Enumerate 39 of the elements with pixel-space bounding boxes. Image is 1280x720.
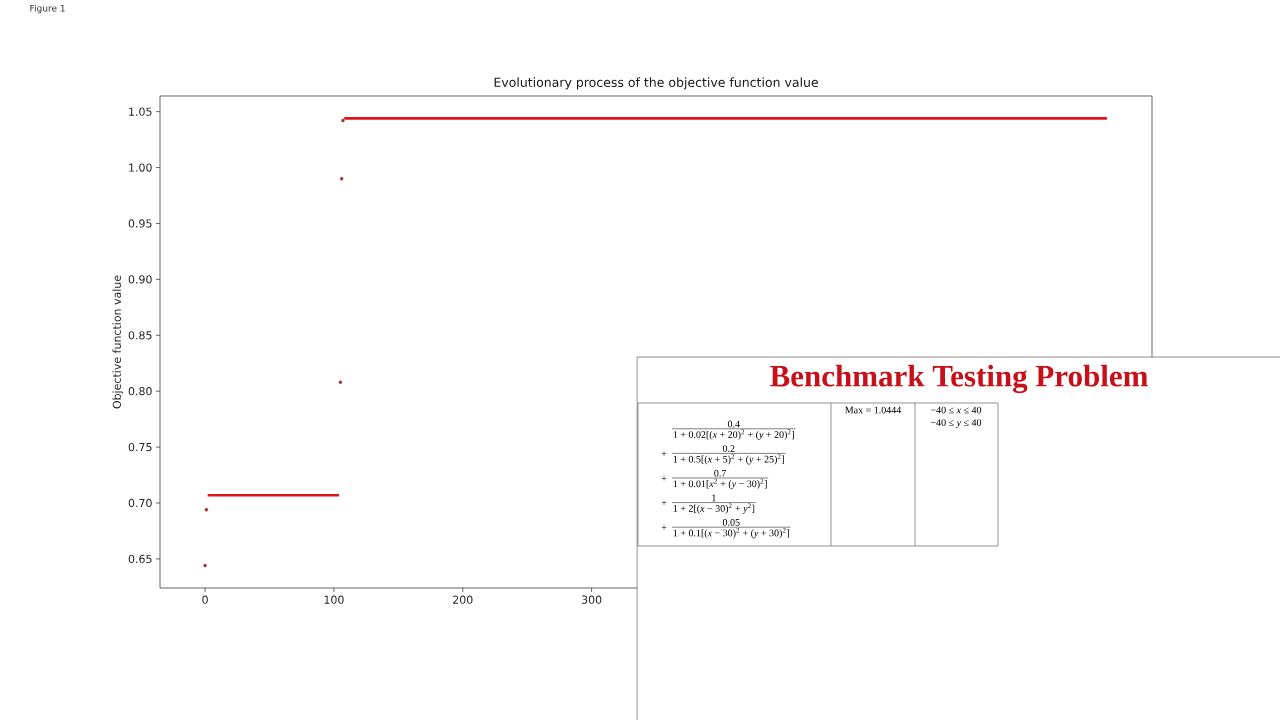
annotation: −40 ≤ y ≤ 40: [930, 419, 982, 428]
annotation: 0.2: [722, 445, 735, 452]
annotation: 1: [712, 494, 716, 502]
y-tick-label: 0.95: [128, 219, 152, 228]
text: Benchmark Testing Problem: [770, 364, 1148, 394]
chart-title: Evolutionary process of the objective function value: [494, 77, 818, 90]
point: [203, 563, 207, 568]
point: [339, 177, 344, 181]
annotation: 0.05: [722, 518, 740, 526]
annotation: 1 + 2[(x − 30)$^{2}$ + y$^{2}$]: [673, 503, 755, 514]
point: [204, 508, 209, 512]
y-tick-label: 0.65: [128, 554, 152, 564]
point: [341, 118, 345, 123]
annotation: +: [661, 500, 667, 506]
y-tick-label: 0.85: [128, 331, 152, 340]
annotation: +: [661, 525, 667, 530]
annotation: −40 ≤ x ≤ 40: [930, 406, 982, 414]
y-axis-title: Objective function value: [112, 275, 124, 409]
annotation: 0.4: [727, 420, 740, 428]
text: 1 + 0.1[(x − 30)$^{2}$ + (y + 30)$^{2}$]: [673, 527, 789, 539]
text: 1 + 0.02[(x + 20)$^{2}$ + (y + 20)$^{2}$]: [673, 429, 794, 441]
caption: Figure 1: [30, 4, 65, 14]
x-tick-label: 200: [453, 595, 473, 604]
x-tick-label: 0: [202, 595, 208, 604]
annotation: 1 + 0.01[x$^{2}$ + (y − 30)$^{2}$]: [673, 478, 767, 490]
y-tick-label: 0.80: [128, 387, 152, 396]
annotation: 0.7: [714, 469, 727, 477]
text: 1 + 0.5[(x + 5)$^{2}$ + (y + 25)$^{2}$]: [673, 454, 784, 465]
annotation: Max = 1.0444: [845, 406, 902, 414]
point: [338, 380, 343, 384]
y-tick-label: 0.70: [128, 498, 152, 508]
x-tick-label: 300: [581, 595, 602, 604]
annotation: +: [661, 475, 667, 481]
y-tick-label: 1.05: [129, 107, 152, 116]
y-tick-label: 1.00: [129, 163, 152, 172]
y-tick-label: 0.90: [128, 275, 152, 284]
y-tick-label: 0.75: [128, 442, 152, 452]
x-tick-label: 100: [324, 595, 344, 604]
annotation: +: [661, 451, 667, 456]
